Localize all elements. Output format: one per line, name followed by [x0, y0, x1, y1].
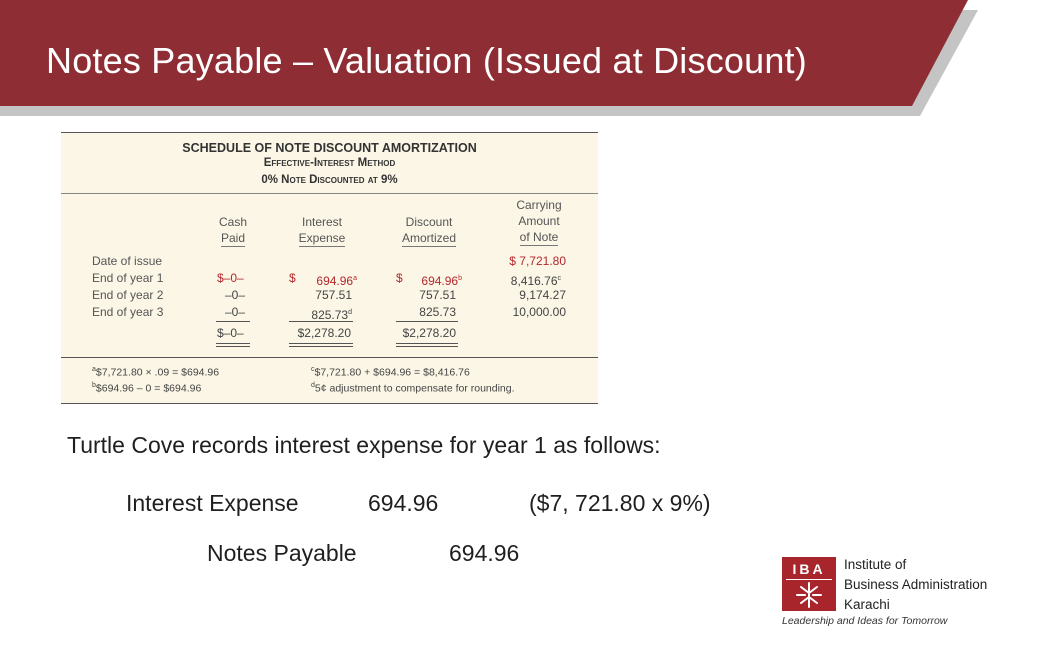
footnote-c: c$7,721.80 + $694.96 = $8,416.76: [311, 366, 470, 379]
cash-total: $–0–: [217, 326, 244, 340]
debit-amount: 694.96: [368, 490, 439, 516]
iba-emblem-icon: [796, 582, 822, 608]
total-double-rule: [396, 343, 458, 347]
schedule-title: SCHEDULE OF NOTE DISCOUNT AMORTIZATION: [182, 141, 477, 155]
footnote-a: a$7,721.80 × .09 = $694.96: [92, 366, 220, 379]
col-header-carrying: Carrying Amount of Note: [516, 198, 562, 246]
carrying-issue: $ 7,721.80: [509, 254, 566, 268]
title-banner: [0, 0, 978, 116]
cash-year3: –0–: [225, 305, 246, 319]
discount-year2: 757.51: [419, 288, 456, 302]
interest-year3: 825.73d: [311, 308, 352, 322]
logo-tagline: Leadership and Ideas for Tomorrow: [782, 615, 948, 627]
schedule-method: Effective-Interest Method: [263, 157, 396, 169]
credit-amount: 694.96: [449, 540, 520, 566]
logo-line-3: Karachi: [844, 597, 890, 612]
interest-prefix: $: [289, 271, 296, 285]
calculation-note: ($7, 721.80 x 9%): [529, 490, 711, 516]
row-label: Date of issue: [92, 254, 163, 268]
carrying-year2: 9,174.27: [519, 288, 566, 302]
total-double-rule: [289, 343, 353, 347]
interest-year2: 757.51: [315, 288, 352, 302]
amortization-schedule: SCHEDULE OF NOTE DISCOUNT AMORTIZATION E…: [61, 132, 598, 404]
footnote-rule: [61, 357, 598, 358]
discount-prefix: $: [396, 271, 403, 285]
discount-total: $2,278.20: [402, 326, 456, 340]
iba-logo: IBA Institute of Business Administration…: [780, 553, 1010, 633]
schedule-rate: 0% Note Discounted at 9%: [261, 174, 398, 186]
col-header-discount: Discount Amortized: [401, 215, 457, 247]
col-header-interest: Interest Expense: [298, 215, 346, 247]
interest-year1: 694.96a: [316, 274, 357, 288]
schedule-header: SCHEDULE OF NOTE DISCOUNT AMORTIZATION E…: [61, 133, 598, 194]
intro-text: Turtle Cove records interest expense for…: [67, 432, 661, 458]
col-header-cash: Cash Paid: [218, 215, 247, 247]
iba-logo-mark: IBA: [782, 557, 836, 611]
logo-line-2: Business Administration: [844, 577, 988, 592]
footnote-b: b$694.96 – 0 = $694.96: [92, 382, 202, 395]
interest-total: $2,278.20: [297, 326, 351, 340]
carrying-year1: 8,416.76c: [510, 274, 561, 288]
subtotal-rule: [396, 321, 458, 322]
footnote-d: d5¢ adjustment to compensate for roundin…: [311, 382, 515, 395]
discount-year3: 825.73: [419, 305, 456, 319]
iba-logo-letters: IBA: [792, 561, 826, 577]
subtotal-rule: [216, 321, 250, 322]
subtotal-rule: [289, 321, 353, 322]
row-label: End of year 1: [92, 271, 164, 285]
debit-account: Interest Expense: [126, 490, 299, 516]
logo-line-1: Institute of: [844, 557, 907, 572]
row-label: End of year 2: [92, 288, 164, 302]
page-title: Notes Payable – Valuation (Issued at Dis…: [46, 40, 807, 81]
total-double-rule: [216, 343, 250, 347]
credit-account: Notes Payable: [207, 540, 357, 566]
carrying-year3: 10,000.00: [512, 305, 566, 319]
cash-year2: –0–: [225, 288, 246, 302]
row-label: End of year 3: [92, 305, 164, 319]
discount-year1: 694.96b: [421, 274, 462, 288]
cash-year1: $–0–: [217, 271, 244, 285]
